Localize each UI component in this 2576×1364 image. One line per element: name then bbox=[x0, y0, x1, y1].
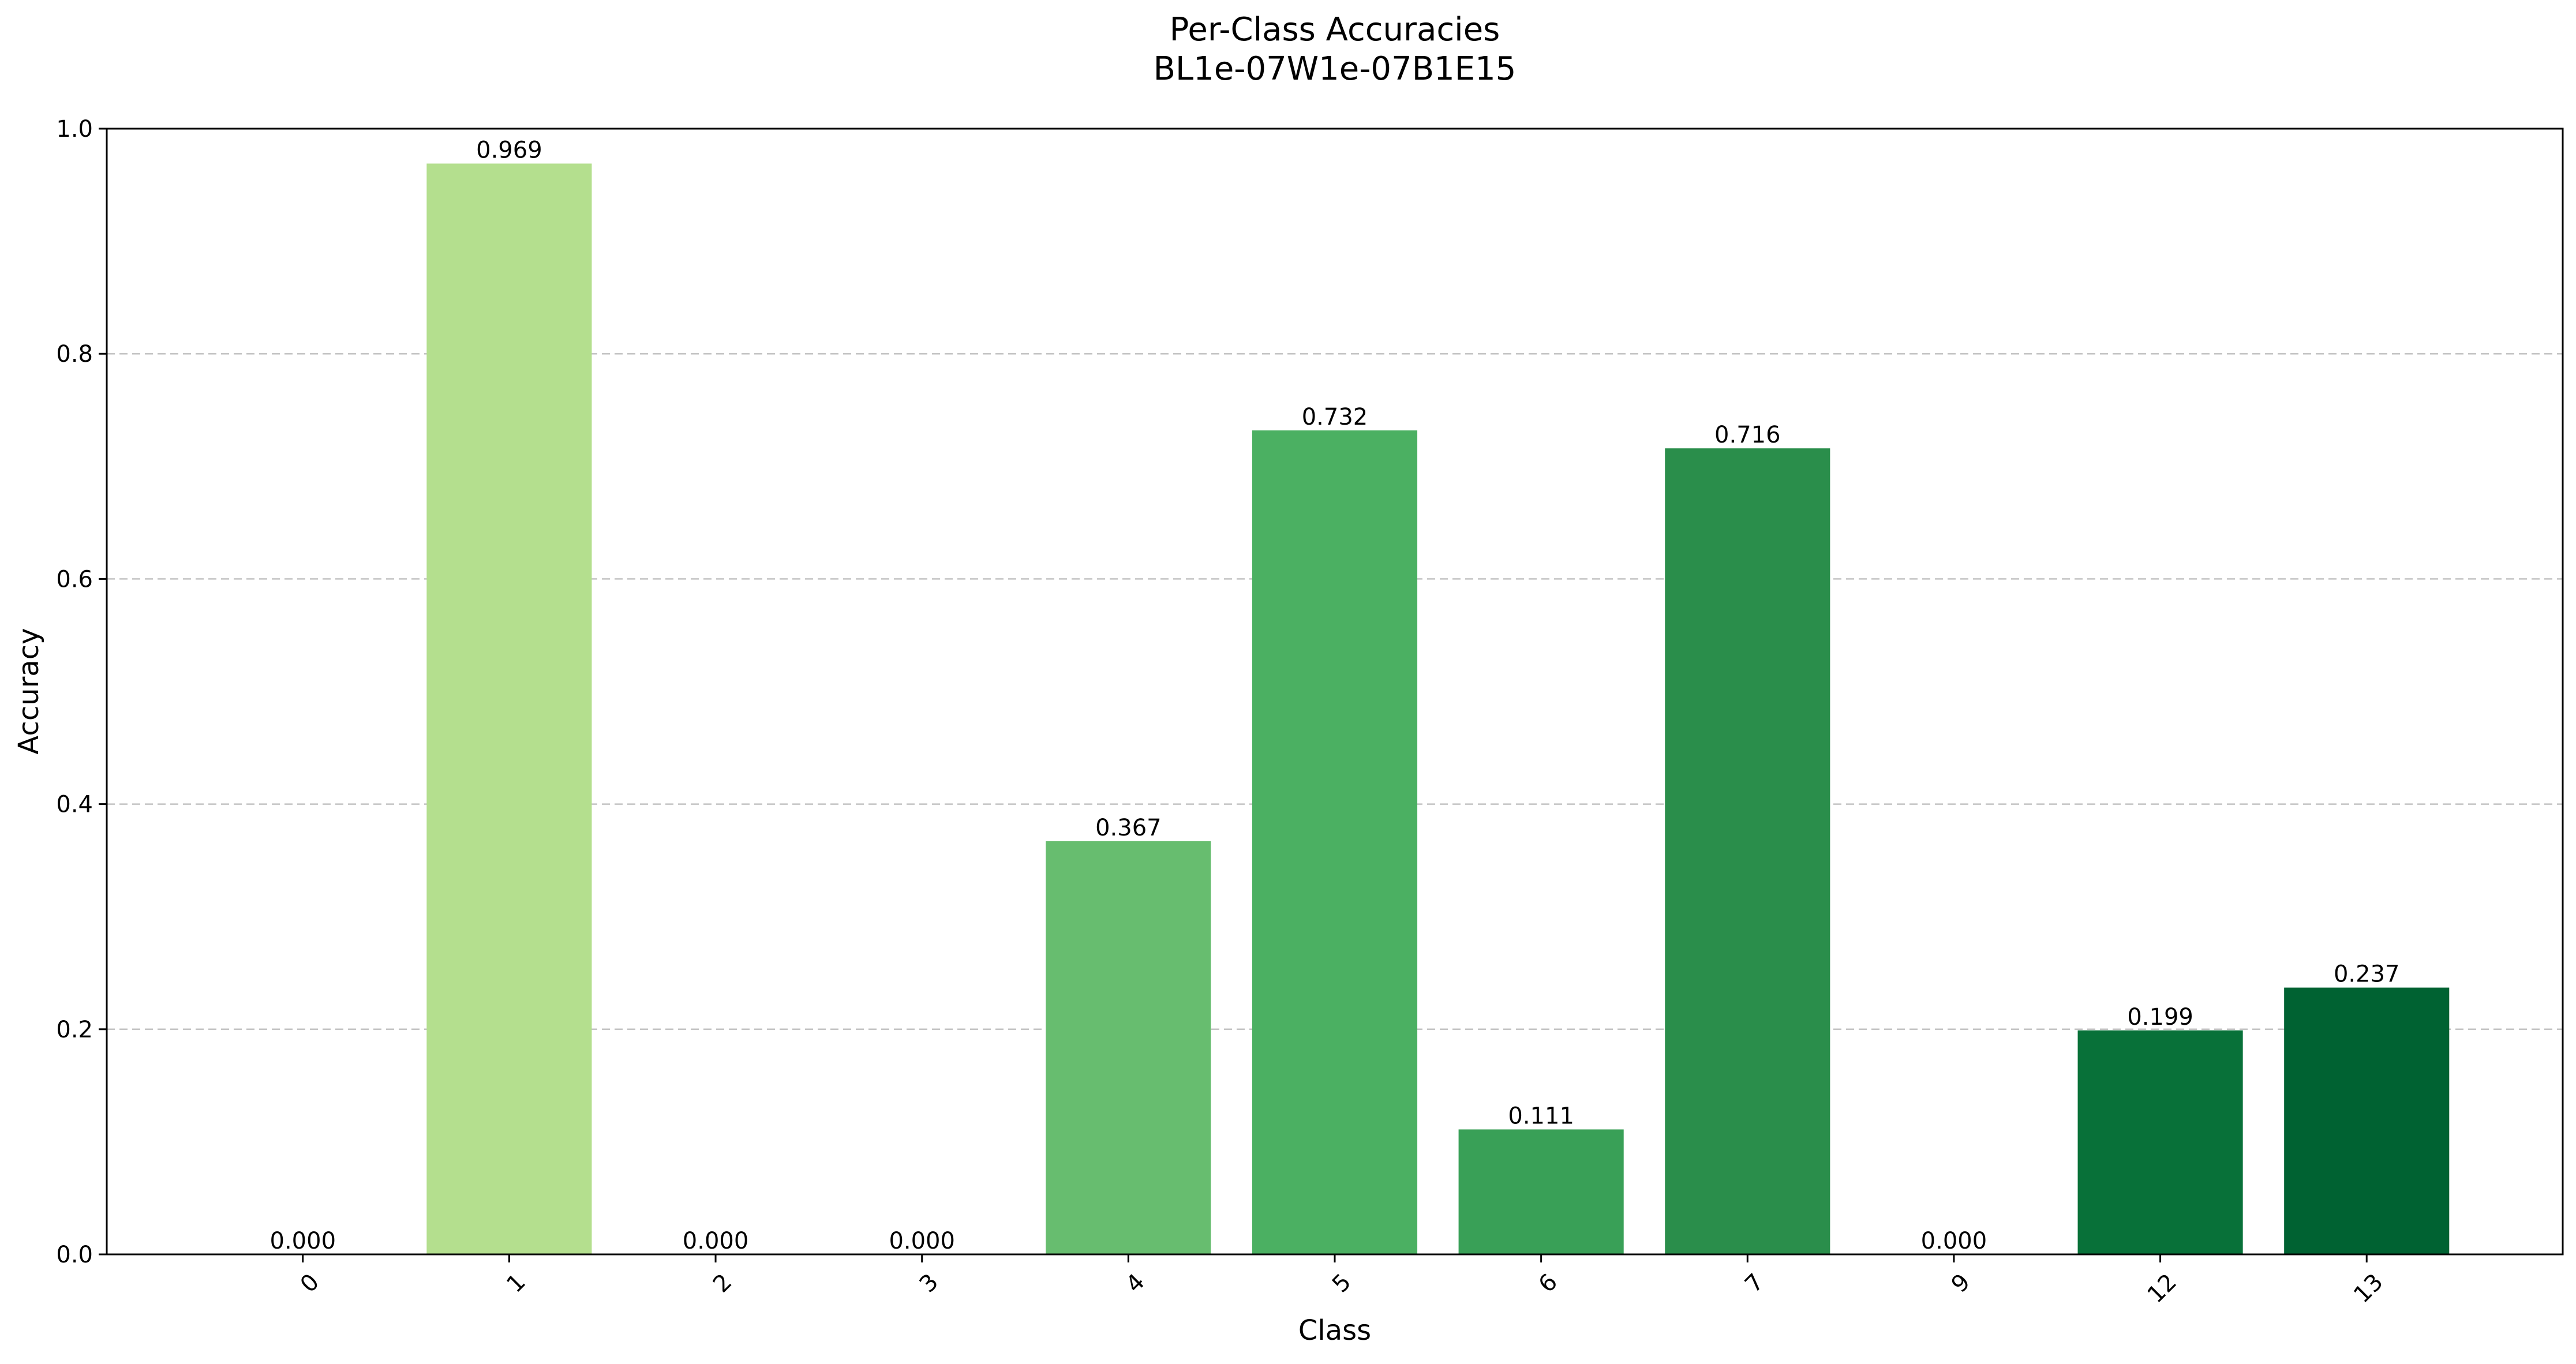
x-tick-label: 4 bbox=[1121, 1269, 1150, 1298]
y-tick-label: 0.0 bbox=[56, 1242, 93, 1268]
bars bbox=[426, 163, 2450, 1255]
bar-class-1 bbox=[426, 163, 592, 1255]
y-tick-label: 0.2 bbox=[56, 1017, 93, 1043]
data-label-class-9: 0.000 bbox=[1921, 1228, 1987, 1254]
data-label-class-7: 0.716 bbox=[1714, 422, 1781, 448]
x-tick-label: 12 bbox=[2142, 1269, 2182, 1309]
bar-class-12 bbox=[2077, 1030, 2243, 1254]
data-labels: 0.000 0.969 0.000 0.000 0.367 0.732 0.111 0.716… bbox=[270, 137, 2400, 1254]
bar-class-4 bbox=[1046, 841, 1211, 1254]
x-tick-label: 6 bbox=[1534, 1269, 1563, 1298]
x-axis-label: Class bbox=[1298, 1314, 1371, 1347]
x-tick-label: 9 bbox=[1946, 1269, 1976, 1298]
y-tick-label: 1.0 bbox=[56, 116, 93, 143]
bar-class-7 bbox=[1665, 448, 1830, 1254]
x-tick-label: 2 bbox=[708, 1269, 737, 1298]
y-tick-label: 0.4 bbox=[56, 792, 93, 818]
y-tick-label: 0.8 bbox=[56, 341, 93, 368]
data-label-class-4: 0.367 bbox=[1095, 815, 1162, 841]
data-label-class-5: 0.732 bbox=[1302, 404, 1368, 430]
x-tick-label: 5 bbox=[1327, 1269, 1357, 1298]
x-tick-label: 13 bbox=[2349, 1269, 2388, 1309]
x-tick-label: 3 bbox=[915, 1269, 944, 1298]
y-axis-label: Accuracy bbox=[13, 628, 45, 754]
data-label-class-6: 0.111 bbox=[1508, 1103, 1574, 1129]
x-tick-label: 7 bbox=[1740, 1269, 1769, 1298]
bar-class-13 bbox=[2284, 987, 2450, 1254]
y-axis-ticks: 0.0 0.2 0.4 0.6 0.8 1.0 bbox=[56, 116, 107, 1268]
data-label-class-1: 0.969 bbox=[476, 137, 542, 163]
data-label-class-12: 0.199 bbox=[2127, 1004, 2193, 1031]
plot-frame bbox=[106, 128, 2564, 1256]
data-label-class-0: 0.000 bbox=[270, 1228, 336, 1254]
bar-class-6 bbox=[1458, 1129, 1624, 1254]
x-tick-label: 1 bbox=[501, 1269, 531, 1298]
y-tick-label: 0.6 bbox=[56, 566, 93, 593]
chart-subtitle: BL1e-07W1e-07B1E15 bbox=[1154, 50, 1517, 88]
x-axis-ticks: 0 1 2 3 4 5 6 7 9 12 13 bbox=[295, 1254, 2388, 1308]
chart-title: Per-Class Accuracies bbox=[1170, 11, 1500, 48]
data-label-class-3: 0.000 bbox=[889, 1228, 955, 1254]
x-tick-label: 0 bbox=[295, 1269, 325, 1298]
data-label-class-2: 0.000 bbox=[683, 1228, 749, 1254]
bar-class-5 bbox=[1252, 430, 1418, 1255]
data-label-class-13: 0.237 bbox=[2334, 961, 2400, 988]
